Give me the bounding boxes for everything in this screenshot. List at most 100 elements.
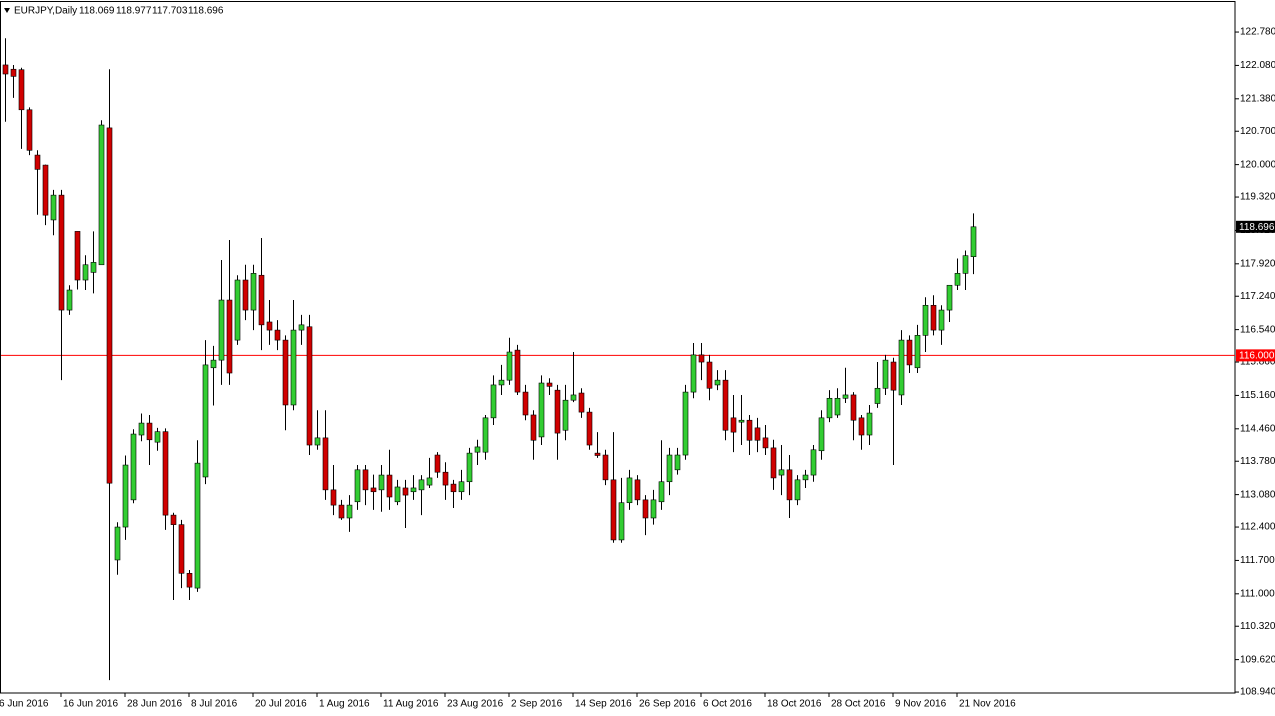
plot-frame xyxy=(0,1,1236,694)
x-tick-label: 20 Jul 2016 xyxy=(255,699,307,710)
candle-body xyxy=(58,194,65,311)
candle-body xyxy=(890,361,897,391)
candle-body xyxy=(202,364,209,478)
candle-body xyxy=(218,299,225,361)
candle-body xyxy=(706,361,713,389)
candle-body xyxy=(298,324,305,331)
candle-body xyxy=(602,454,609,481)
candle-body xyxy=(642,499,649,519)
candle-body xyxy=(370,487,377,493)
y-tick-label: 108.940 xyxy=(1240,687,1275,698)
candle-body xyxy=(98,124,105,266)
candle-body xyxy=(122,464,129,528)
candle-body xyxy=(954,273,961,286)
candle-body xyxy=(498,379,505,386)
candle-body xyxy=(754,427,761,441)
candle-body xyxy=(386,474,393,498)
candle-body xyxy=(322,437,329,491)
price-label: 118.696 xyxy=(1239,222,1275,233)
y-tick-label: 115.160 xyxy=(1240,390,1275,401)
y-tick-label: 121.380 xyxy=(1240,93,1275,104)
candle-body xyxy=(882,359,889,389)
candle-body xyxy=(114,526,121,561)
candle-body xyxy=(738,419,745,423)
candle-body xyxy=(938,309,945,331)
candle-body xyxy=(578,392,585,413)
candle-body xyxy=(778,469,785,476)
candle-body xyxy=(834,397,841,416)
candle-body xyxy=(18,69,25,111)
candle-body xyxy=(866,412,873,436)
candle-body xyxy=(626,477,633,504)
candle-body xyxy=(930,304,937,331)
y-tick-label: 117.920 xyxy=(1240,258,1275,269)
candle-body xyxy=(138,422,145,436)
candle-body xyxy=(682,391,689,456)
x-tick-label: 14 Sep 2016 xyxy=(575,699,632,710)
candle-body xyxy=(82,264,89,281)
header-open: 118.069 xyxy=(79,6,115,17)
candle-body xyxy=(458,481,465,493)
candle-body xyxy=(410,487,417,493)
candle-body xyxy=(338,504,345,519)
candle-body xyxy=(650,499,657,519)
y-tick-label: 120.000 xyxy=(1240,159,1275,170)
candle-body xyxy=(250,273,257,311)
candle-body xyxy=(42,164,49,216)
x-tick-label: 2 Sep 2016 xyxy=(511,699,563,710)
candle-body xyxy=(362,469,369,491)
candle-body xyxy=(306,326,313,446)
candle-body xyxy=(130,433,137,501)
candle-body xyxy=(802,474,809,481)
candle-body xyxy=(858,417,865,436)
candle-body xyxy=(906,339,913,366)
candle-body xyxy=(970,226,977,258)
chart-title: EURJPY,Daily xyxy=(14,6,77,17)
price-label-box xyxy=(1236,220,1275,233)
candle-body xyxy=(490,384,497,419)
candle-body xyxy=(618,502,625,541)
candle-body xyxy=(314,437,321,446)
candle-body xyxy=(690,354,697,393)
candle-body xyxy=(106,127,113,484)
y-tick-label: 110.320 xyxy=(1240,621,1275,632)
y-tick-label: 119.320 xyxy=(1240,192,1275,203)
y-tick-label: 114.460 xyxy=(1240,423,1275,434)
x-tick-label: 11 Aug 2016 xyxy=(383,699,439,710)
candle-body xyxy=(810,449,817,476)
candle-body xyxy=(786,469,793,501)
candle-body xyxy=(146,422,153,441)
candle-body xyxy=(554,389,561,434)
candle-body xyxy=(586,411,593,446)
candle-body xyxy=(34,154,41,170)
candle-body xyxy=(562,399,569,431)
candle-body xyxy=(330,489,337,506)
candle-body xyxy=(242,279,249,311)
candle-body xyxy=(666,454,673,483)
x-tick-label: 21 Nov 2016 xyxy=(959,699,1016,710)
candle-body xyxy=(178,524,185,574)
candle-body xyxy=(746,419,753,441)
candle-body xyxy=(442,471,449,486)
candle-body xyxy=(234,279,241,341)
candle-body xyxy=(2,64,9,75)
candle-body xyxy=(154,431,161,443)
candle-body xyxy=(826,397,833,419)
x-tick-label: 28 Oct 2016 xyxy=(831,699,886,710)
y-tick-label: 113.780 xyxy=(1240,456,1275,467)
candle-body xyxy=(770,447,777,479)
candle-body xyxy=(474,446,481,453)
candle-body xyxy=(434,454,441,473)
candle-body xyxy=(170,514,177,525)
plot-area xyxy=(1,38,1235,681)
header-high: 118.977 xyxy=(116,6,152,17)
header-low: 117.703 xyxy=(152,6,188,17)
candle-body xyxy=(762,437,769,449)
candle-body xyxy=(794,479,801,501)
candle-body xyxy=(730,417,737,433)
candle-body xyxy=(922,304,929,336)
candle-body xyxy=(266,321,273,331)
candle-body xyxy=(450,483,457,493)
y-tick-label: 111.000 xyxy=(1240,588,1275,599)
